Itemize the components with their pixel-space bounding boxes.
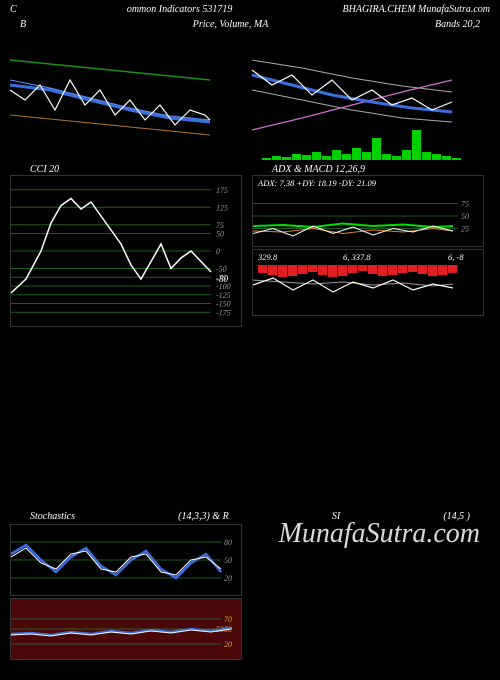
svg-text:125: 125 [216, 203, 228, 212]
svg-text:50: 50 [224, 556, 232, 565]
svg-text:-175: -175 [216, 308, 231, 317]
svg-text:-150: -150 [216, 300, 231, 309]
cci-panel: CCI 20 17512575500-50-75-100-125-150-175… [10, 164, 248, 327]
bollinger-panel [10, 30, 248, 160]
svg-text:50: 50 [216, 230, 224, 239]
svg-text:-50: -50 [216, 265, 227, 274]
header-left: C [10, 4, 17, 15]
adx-title: ADX & MACD 12,26,9 [252, 164, 490, 175]
macd-chart: 329.8 6, 337.8 6, -8 [252, 249, 484, 316]
svg-text:25: 25 [461, 225, 469, 234]
svg-text:75: 75 [461, 200, 469, 209]
adx-chart: ADX: 7.38 +DY: 18.19 -DY: 21.09 75 50 25 [252, 175, 484, 247]
cci-chart: 17512575500-50-75-100-125-150-175-80 [10, 175, 242, 327]
svg-text:75: 75 [216, 221, 224, 230]
svg-text:80: 80 [224, 538, 232, 547]
svg-text:20: 20 [224, 640, 232, 649]
page-header: C ommon Indicators 531719 BHAGIRA.CHEM M… [0, 0, 500, 19]
price-volume-panel [252, 30, 490, 160]
svg-text:-80: -80 [216, 274, 228, 284]
adx-macd-panel: ADX & MACD 12,26,9 ADX: 7.38 +DY: 18.19 … [252, 164, 490, 327]
cci-title: CCI 20 [10, 164, 248, 175]
bollinger-chart [10, 30, 240, 160]
rsi-params: (14,5 ) [443, 511, 470, 522]
svg-text:329.8: 329.8 [257, 252, 278, 262]
si-title: SI [332, 511, 340, 522]
price-volume-chart [252, 30, 482, 160]
stoch-params: (14,3,3) & R [178, 511, 229, 522]
header-right: BHAGIRA.CHEM MunafaSutra.com [343, 4, 490, 15]
bottom-section: Stochastics (14,3,3) & R SI (14,5 ) 80 50… [10, 511, 490, 660]
svg-text:6, -8: 6, -8 [448, 252, 464, 262]
rsi-chart: 70502050 [10, 598, 242, 660]
svg-text:6, 337.8: 6, 337.8 [343, 252, 371, 262]
stoch-chart: 80 50 20 [10, 524, 242, 596]
stoch-title: Stochastics [30, 511, 75, 522]
header-center: ommon Indicators 531719 [127, 4, 233, 15]
svg-text:ADX: 7.38 +DY: 18.19 -DY: 21: ADX: 7.38 +DY: 18.19 -DY: 21.09 [257, 178, 377, 188]
panel-b-title: B [20, 19, 26, 30]
svg-text:175: 175 [216, 186, 228, 195]
svg-text:50: 50 [461, 212, 469, 221]
svg-text:0: 0 [216, 247, 220, 256]
panel-bands-title: Bands 20,2 [435, 19, 480, 30]
svg-text:70: 70 [224, 615, 232, 624]
svg-text:-125: -125 [216, 291, 231, 300]
svg-text:20: 20 [224, 574, 232, 583]
panel-price-title: Price, Volume, MA [193, 19, 269, 30]
